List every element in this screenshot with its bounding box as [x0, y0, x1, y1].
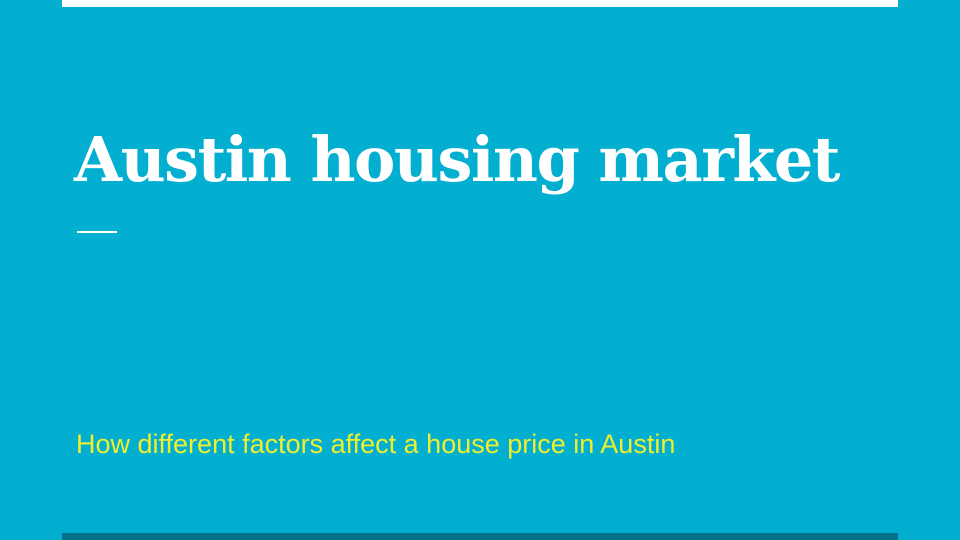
- slide-subtitle[interactable]: How different factors affect a house pri…: [76, 429, 676, 459]
- bottom-accent-bar: [62, 533, 898, 540]
- slide-title[interactable]: Austin housing market: [74, 123, 840, 196]
- title-underline-rule: [77, 231, 117, 233]
- top-accent-bar: [62, 0, 898, 7]
